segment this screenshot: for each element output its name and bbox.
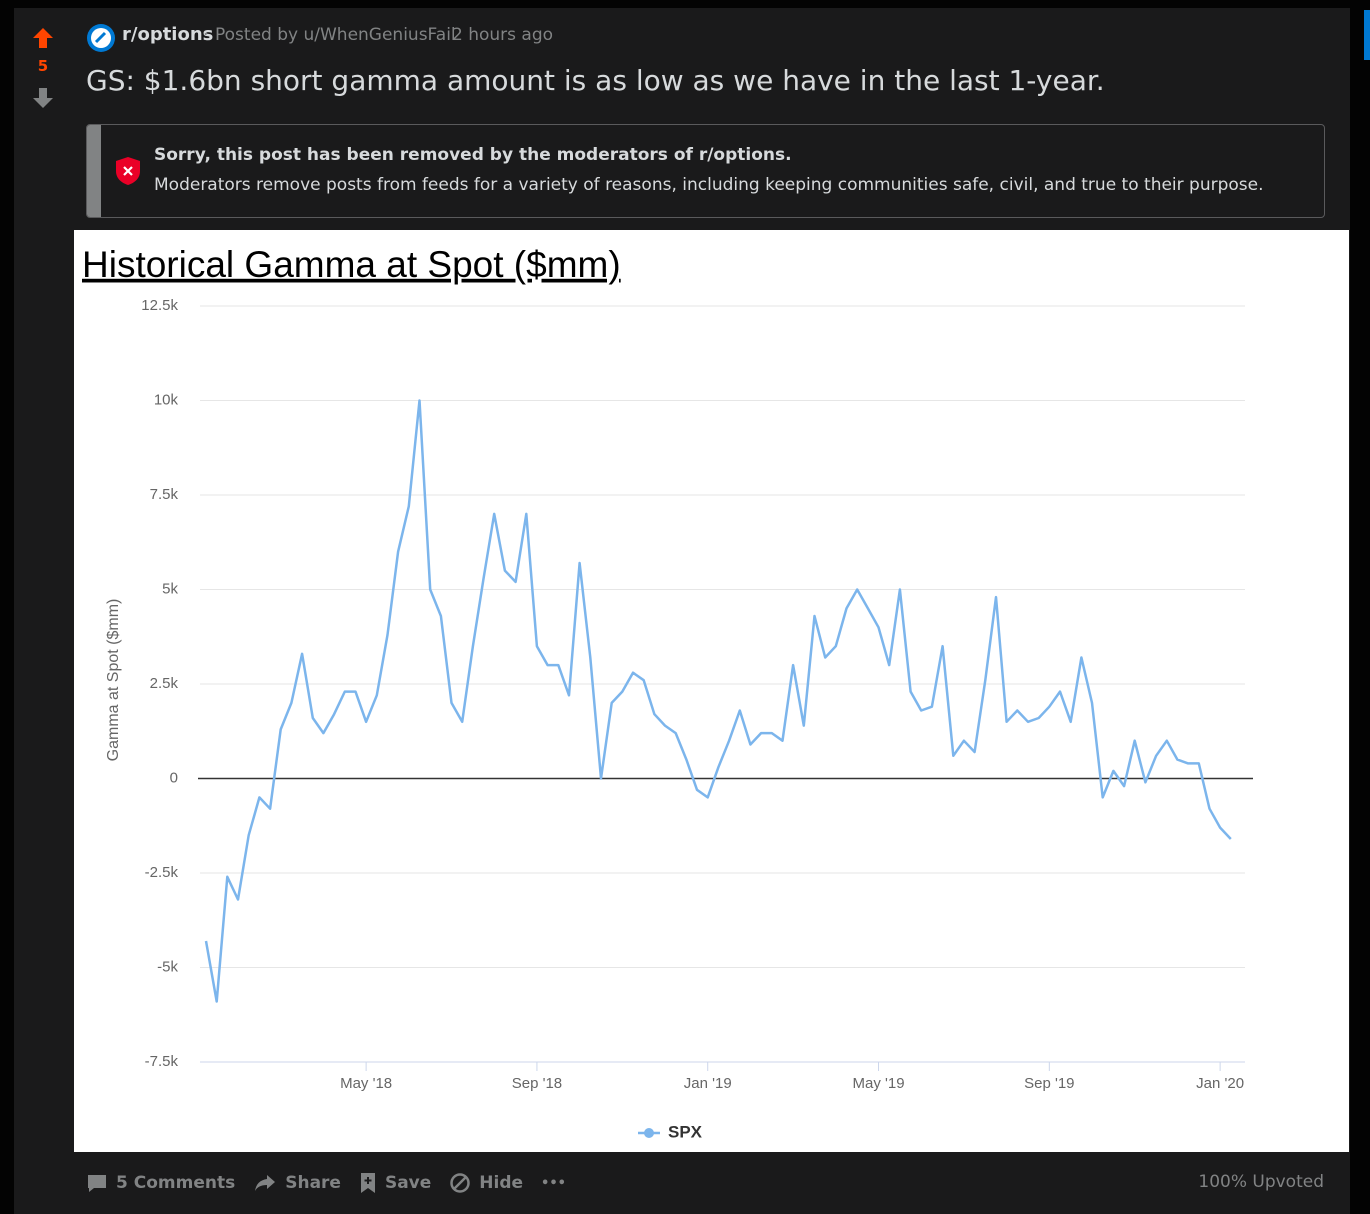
subreddit-link[interactable]: r/options <box>122 24 214 45</box>
hide-button[interactable]: Hide <box>449 1172 523 1194</box>
scrollbar <box>1364 10 1370 60</box>
share-label: Share <box>285 1173 341 1193</box>
removal-text: Moderators remove posts from feeds for a… <box>154 175 1264 195</box>
shield-icon <box>116 157 140 185</box>
legend-marker <box>644 1128 654 1138</box>
hide-label: Hide <box>479 1173 524 1193</box>
action-bar: 5 Comments Share Save Hide ••• <box>86 1168 566 1198</box>
save-label: Save <box>384 1173 432 1193</box>
removal-title: Sorry, this post has been removed by the… <box>154 145 792 165</box>
more-button[interactable]: ••• <box>541 1175 566 1191</box>
save-button[interactable]: Save <box>359 1171 431 1195</box>
share-icon <box>255 1175 276 1191</box>
hide-icon <box>450 1173 471 1193</box>
y-tick-label: 10k <box>154 391 179 408</box>
y-tick-label: 5k <box>162 580 178 597</box>
y-tick-label: -2.5k <box>145 864 179 881</box>
y-tick-label: -5k <box>157 958 178 975</box>
chart-title: Historical Gamma at Spot ($mm) <box>82 244 621 285</box>
y-axis-label: Gamma at Spot ($mm) <box>105 599 122 762</box>
removal-notice: Sorry, this post has been removed by the… <box>86 124 1325 218</box>
vote-score: 5 <box>37 57 49 75</box>
y-tick-label: 0 <box>170 769 178 786</box>
separator: · <box>203 25 209 45</box>
downvote[interactable] <box>31 86 55 110</box>
y-tick-label: 2.5k <box>150 675 179 692</box>
legend-label: SPX <box>668 1122 703 1141</box>
comments-label: 5 Comments <box>116 1173 236 1193</box>
x-tick-label: Sep '19 <box>1024 1075 1074 1092</box>
x-tick-label: Sep '18 <box>512 1075 562 1092</box>
post-time: 2 hours ago <box>452 25 554 45</box>
comment-icon <box>88 1175 106 1192</box>
x-tick-label: Jan '20 <box>1196 1075 1244 1092</box>
data-line <box>204 399 1232 1003</box>
y-tick-label: -7.5k <box>145 1053 179 1070</box>
chart: Historical Gamma at Spot ($mm) Gamma at … <box>74 230 1349 1152</box>
share-button[interactable]: Share <box>253 1172 341 1194</box>
notice-bar <box>87 125 101 217</box>
upvote-ratio: 100% Upvoted <box>1198 1172 1324 1192</box>
x-tick-label: Jan '19 <box>684 1075 732 1092</box>
x-tick-label: May '19 <box>852 1075 904 1092</box>
subreddit-icon[interactable] <box>86 23 116 53</box>
comments-button[interactable]: 5 Comments <box>86 1172 235 1194</box>
y-tick-label: 7.5k <box>150 486 179 503</box>
post-title[interactable]: GS: $1.6bn short gamma amount is as low … <box>86 64 1105 97</box>
x-tick-label: May '18 <box>340 1075 392 1092</box>
posted-by[interactable]: Posted by u/WhenGeniusFail <box>215 25 456 45</box>
save-icon <box>360 1173 375 1193</box>
y-tick-label: 12.5k <box>141 297 178 314</box>
upvote[interactable] <box>31 26 55 50</box>
